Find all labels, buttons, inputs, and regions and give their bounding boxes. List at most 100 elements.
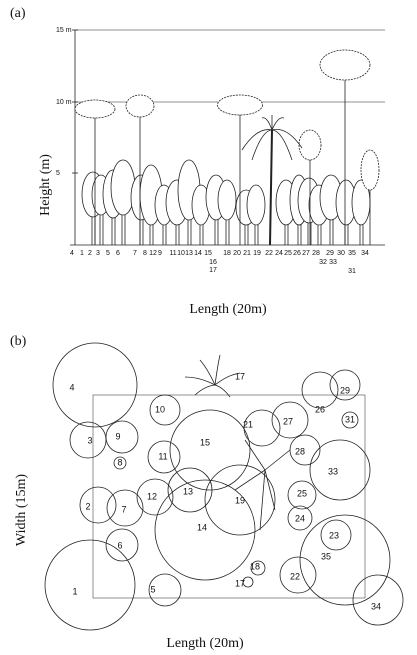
height-mark: 10 m (56, 99, 72, 106)
crown-number: 8 (117, 457, 122, 467)
panel-label: (b) (10, 334, 27, 349)
crown-number: 18 (250, 561, 260, 571)
tree-number: 11 (169, 250, 176, 257)
crown-projection (53, 343, 137, 427)
crown (361, 150, 379, 190)
crown-number: 14 (197, 522, 207, 532)
tree-number: 26 (293, 250, 301, 257)
crown-projection (310, 440, 370, 500)
crown-number: 17 (235, 371, 245, 381)
crown (218, 180, 236, 220)
crown-projection (45, 540, 135, 630)
crown-projection (300, 515, 390, 605)
palm-frond (272, 130, 292, 160)
crown (126, 95, 154, 117)
crown (218, 95, 263, 115)
crown (111, 160, 135, 215)
tree-number: 15 (204, 250, 212, 257)
x-axis-label: Length (20m) (166, 636, 244, 651)
crown-number: 2 (85, 501, 90, 511)
height-mark: 5 (56, 170, 60, 177)
crown-number: 7 (121, 504, 126, 514)
crown-number: 6 (117, 540, 122, 550)
tree-number: 18 (223, 250, 231, 257)
x-axis-label: Length (20m) (189, 302, 267, 317)
tree-number: 35 (348, 250, 356, 257)
crown-projection (106, 421, 138, 453)
tree-number: 19 (253, 250, 261, 257)
crown-projection (170, 410, 250, 490)
tree-number: 10 (177, 250, 185, 257)
tree-number: 30 (337, 250, 345, 257)
tree-number: 31 (348, 268, 356, 275)
tree-number: 24 (275, 250, 283, 257)
crown-number: 24 (295, 513, 305, 523)
crown-number: 17 (235, 578, 245, 588)
crown-number: 1 (72, 586, 77, 596)
palm-frond (262, 118, 272, 130)
crown-number: 23 (329, 530, 339, 540)
plot-boundary (93, 395, 365, 598)
tree-number: 21 (243, 250, 251, 257)
crown-number: 35 (321, 551, 331, 561)
tree-number: 16 (209, 259, 217, 266)
crown-number: 27 (283, 416, 293, 426)
tree-number: 2 (88, 250, 92, 257)
tree-number: 22 (265, 250, 273, 257)
tree-number: 1 (80, 250, 84, 257)
tree-number: 3 (96, 250, 100, 257)
crown-number: 12 (147, 491, 157, 501)
crown (247, 185, 265, 225)
height-mark: 15 m (56, 27, 72, 34)
crown-number: 10 (155, 404, 165, 414)
tree-number: 14 (194, 250, 202, 257)
y-axis-label: Width (15m) (14, 474, 29, 546)
tree-number: 27 (302, 250, 310, 257)
crown-number: 15 (200, 437, 210, 447)
crown-number: 33 (328, 466, 338, 476)
tree-number: 5 (106, 250, 110, 257)
crown-number: 28 (295, 446, 305, 456)
crown-number: 19 (235, 495, 245, 505)
tree-number: 33 (329, 259, 337, 266)
crown-number: 4 (69, 382, 74, 392)
tree-number: 34 (361, 250, 369, 257)
crown-number: 13 (183, 486, 193, 496)
palm-frond (195, 385, 215, 395)
crown-number: 9 (115, 431, 120, 441)
palm-frond (235, 440, 290, 530)
crown-number: 29 (340, 385, 350, 395)
tree-number: 7 (133, 250, 137, 257)
panel-label: (a) (10, 6, 26, 21)
crown-number: 31 (345, 414, 355, 424)
palm-frond (185, 377, 215, 385)
tree-number: 32 (319, 259, 327, 266)
tree-number: 29 (326, 250, 334, 257)
tree-number: 25 (284, 250, 292, 257)
crown-number: 25 (297, 488, 307, 498)
crown (299, 130, 321, 160)
crown-number: 5 (150, 584, 155, 594)
crown-projection (353, 575, 403, 625)
crown-number: 34 (371, 601, 381, 611)
crown-number: 3 (87, 435, 92, 445)
tree-number: 8 (143, 250, 147, 257)
crown-number: 21 (243, 419, 253, 429)
crown-number: 22 (290, 571, 300, 581)
crown (320, 50, 370, 80)
y-axis-label: Height (m) (38, 154, 53, 216)
tree-number: 4 (70, 250, 74, 257)
tree-number: 17 (209, 267, 217, 274)
crown-projection (302, 372, 338, 408)
tree-number: 12 (149, 250, 157, 257)
tree-number: 20 (233, 250, 241, 257)
tree-number: 28 (312, 250, 320, 257)
palm-frond (215, 355, 220, 385)
tree-number: 6 (116, 250, 120, 257)
crown-number: 11 (158, 451, 167, 461)
palm-frond (272, 118, 284, 130)
figure: 15 m10 m54123567812911101314151617182021… (0, 0, 417, 655)
crown-number: 26 (315, 404, 325, 414)
crown-panel: 1234567891011121314151718192122232425262… (45, 343, 403, 630)
